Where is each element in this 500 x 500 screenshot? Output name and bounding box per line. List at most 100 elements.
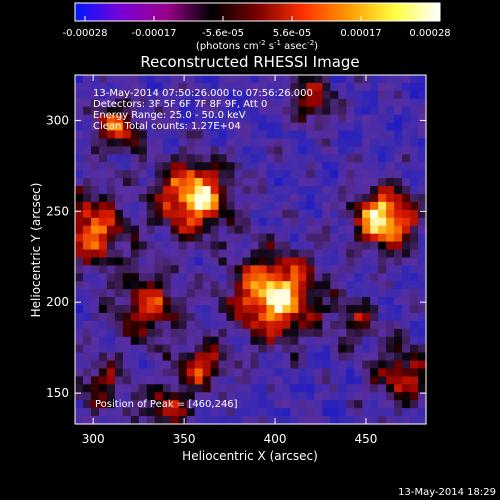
heatmap-cell (242, 312, 252, 322)
heatmap-cell (194, 336, 204, 346)
heatmap-cell (250, 233, 260, 243)
heatmap-cell (106, 289, 116, 298)
heatmap-cell (218, 90, 228, 100)
heatmap-cell (298, 360, 307, 370)
heatmap-cell (354, 241, 363, 251)
heatmap-cell (122, 178, 132, 187)
heatmap-cell (410, 186, 419, 195)
heatmap-cell (314, 178, 323, 187)
heatmap-cell (138, 217, 148, 227)
heatmap-cell (178, 138, 188, 147)
heatmap-cell (346, 82, 355, 92)
heatmap-cell (114, 146, 124, 155)
heatmap-cell (154, 352, 164, 362)
heatmap-cell (418, 281, 427, 290)
heatmap-cell (90, 201, 100, 211)
heatmap-cell (298, 138, 307, 147)
heatmap-cell (418, 225, 427, 235)
heatmap-cell (114, 217, 124, 227)
heatmap-cell (98, 416, 108, 425)
heatmap-cell (258, 225, 268, 235)
heatmap-cell (234, 344, 244, 354)
heatmap-cell (202, 273, 212, 282)
heatmap-cell (274, 265, 284, 274)
heatmap-cell (266, 408, 276, 417)
heatmap-cell (362, 281, 371, 290)
heatmap-cell (346, 328, 355, 338)
heatmap-cell (242, 368, 252, 378)
heatmap-cell (378, 98, 387, 108)
heatmap-cell (394, 289, 403, 298)
heatmap-cell (346, 305, 355, 314)
heatmap-cell (194, 328, 204, 338)
heatmap-cell (98, 178, 108, 187)
heatmap-cell (330, 75, 339, 84)
heatmap-cell (218, 193, 228, 203)
heatmap-cell (114, 98, 124, 108)
heatmap-cell (186, 320, 196, 330)
heatmap-cell (250, 408, 260, 417)
heatmap-cell (186, 209, 196, 219)
heatmap-cell (250, 360, 260, 370)
heatmap-cell (154, 336, 164, 346)
heatmap-cell (282, 289, 291, 298)
heatmap-cell (250, 265, 260, 274)
heatmap-cell (410, 209, 419, 219)
heatmap-cell (410, 408, 419, 417)
heatmap-cell (170, 265, 180, 274)
heatmap-cell (242, 320, 252, 330)
heatmap-cell (178, 376, 188, 385)
heatmap-cell (154, 201, 164, 211)
heatmap-cell (202, 178, 212, 187)
heatmap-cell (186, 90, 196, 100)
heatmap-cell (90, 162, 100, 171)
heatmap-cell (274, 122, 284, 132)
heatmap-cell (242, 82, 252, 92)
heatmap-cell (266, 193, 276, 203)
heatmap-cell (282, 416, 291, 425)
heatmap-cell (298, 162, 307, 171)
heatmap-cell (346, 289, 355, 298)
heatmap-cell (394, 75, 403, 84)
heatmap-cell (282, 273, 291, 282)
heatmap-cell (378, 225, 387, 235)
heatmap-cell (330, 257, 339, 266)
heatmap-cell (186, 75, 196, 84)
heatmap-cell (282, 146, 291, 155)
heatmap-cell (266, 90, 276, 100)
heatmap-cell (178, 114, 188, 124)
heatmap-cell (98, 114, 108, 124)
heatmap-cell (410, 75, 419, 84)
heatmap-cell (370, 352, 379, 362)
heatmap-cell (138, 130, 148, 140)
heatmap-cell (242, 75, 252, 84)
heatmap-cell (274, 273, 284, 282)
x-tick-label: 400 (264, 432, 287, 446)
heatmap-cell (250, 98, 260, 108)
heatmap-cell (186, 98, 196, 108)
heatmap-cell (75, 297, 84, 306)
heatmap-cell (290, 257, 299, 266)
heatmap-cell (386, 170, 395, 179)
heatmap-cell (386, 400, 395, 409)
heatmap-cell (162, 170, 172, 179)
heatmap-cell (394, 233, 403, 243)
heatmap-cell (114, 392, 124, 401)
heatmap-cell (130, 178, 140, 187)
heatmap-cell (410, 154, 419, 163)
heatmap-cell (394, 328, 403, 338)
heatmap-cell (258, 344, 268, 354)
heatmap-cell (234, 170, 244, 179)
heatmap-cell (154, 138, 164, 147)
heatmap-cell (114, 297, 124, 306)
heatmap-cell (370, 114, 379, 124)
heatmap-cell (242, 106, 252, 116)
heatmap-cell (194, 297, 204, 306)
heatmap-cell (122, 265, 132, 274)
heatmap-cell (378, 408, 387, 417)
heatmap-cell (266, 130, 276, 140)
heatmap-cell (330, 416, 339, 425)
heatmap-cell (370, 209, 379, 219)
heatmap-cell (250, 384, 260, 393)
heatmap-cell (314, 82, 323, 92)
